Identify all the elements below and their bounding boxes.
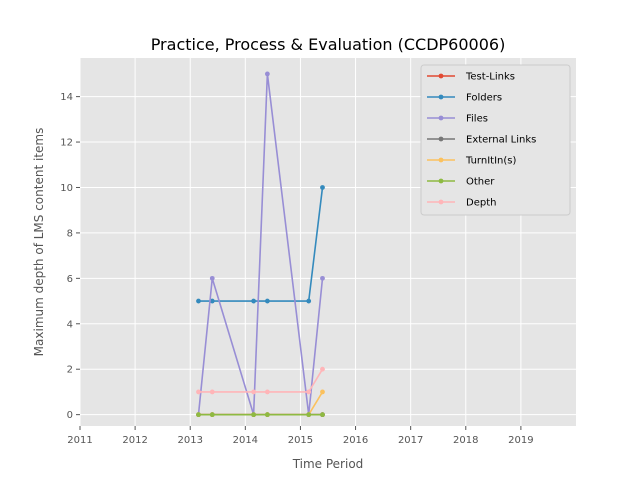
- data-point-files: [209, 275, 215, 281]
- legend-label: Test-Links: [465, 72, 515, 83]
- x-tick-label: 2016: [343, 435, 368, 446]
- y-tick-label: 4: [67, 319, 73, 330]
- data-point-depth: [196, 389, 201, 395]
- legend-item: External Links: [427, 135, 536, 146]
- legend-frame: [420, 64, 571, 216]
- data-point-turnitin-s: [320, 389, 325, 395]
- data-point-folders: [264, 298, 270, 304]
- y-tick-label: 2: [67, 365, 73, 376]
- data-point-depth: [209, 389, 215, 395]
- legend: Test-Links Folders Files External Links Turn…: [420, 64, 571, 216]
- x-tick-label: 2017: [398, 435, 423, 446]
- x-axis-label: Time Period: [292, 457, 364, 471]
- data-point-folders: [320, 185, 325, 190]
- x-tick-label: 2019: [508, 435, 533, 446]
- y-tick-label: 0: [67, 410, 73, 421]
- legend-item: Other: [427, 177, 495, 188]
- y-tick-label: 14: [60, 92, 73, 103]
- data-point-files: [320, 275, 325, 281]
- data-point-depth: [306, 389, 312, 395]
- legend-label: Folders: [466, 93, 502, 104]
- legend-item: Depth: [427, 198, 496, 209]
- legend-marker: [438, 136, 444, 142]
- axis-ticks: 2011 2012 2013 2014 2015 2016 2017 2018 2019 0 2 4 6…: [60, 92, 533, 446]
- data-point-other: [320, 412, 325, 418]
- x-tick-label: 2015: [288, 435, 313, 446]
- legend-marker: [438, 73, 444, 79]
- data-point-other: [196, 412, 201, 418]
- y-tick-label: 12: [60, 138, 73, 149]
- y-tick-label: 10: [60, 183, 73, 194]
- x-tick-label: 2014: [233, 435, 258, 446]
- data-point-depth: [251, 389, 256, 395]
- data-point-other: [251, 412, 256, 418]
- legend-item: TurnItIn(s): [427, 156, 516, 167]
- legend-label: Files: [466, 114, 488, 125]
- series-other: [196, 412, 325, 418]
- x-tick-label: 2018: [453, 435, 478, 446]
- data-point-other: [306, 412, 312, 418]
- legend-item: Folders: [427, 93, 502, 104]
- data-point-other: [209, 412, 215, 418]
- series-depth: [196, 366, 325, 395]
- data-point-folders: [306, 298, 312, 304]
- legend-label: Depth: [466, 198, 496, 209]
- x-tick-label: 2013: [177, 435, 202, 446]
- legend-marker: [438, 115, 444, 121]
- y-tick-label: 6: [67, 274, 73, 285]
- legend-marker: [438, 178, 444, 184]
- data-point-other: [264, 412, 270, 418]
- legend-label: External Links: [466, 135, 536, 146]
- legend-marker: [438, 94, 444, 100]
- data-point-files: [264, 71, 270, 77]
- x-tick-label: 2012: [122, 435, 147, 446]
- legend-marker: [438, 157, 444, 163]
- data-point-folders: [251, 298, 256, 304]
- legend-marker: [438, 199, 444, 205]
- legend-item: Test-Links: [427, 72, 515, 83]
- x-tick-label: 2011: [67, 435, 92, 446]
- data-point-depth: [320, 366, 325, 372]
- chart-title: Practice, Process & Evaluation (CCDP6000…: [151, 35, 506, 54]
- legend-label: TurnItIn(s): [465, 156, 516, 167]
- y-axis-label: Maximum depth of LMS content items: [32, 128, 46, 357]
- data-point-depth: [264, 389, 270, 395]
- data-point-folders: [209, 298, 215, 304]
- data-point-folders: [196, 298, 201, 304]
- legend-label: Other: [466, 177, 495, 188]
- series-layer: [196, 71, 325, 418]
- y-tick-label: 8: [67, 228, 73, 239]
- legend-item: Files: [427, 114, 488, 125]
